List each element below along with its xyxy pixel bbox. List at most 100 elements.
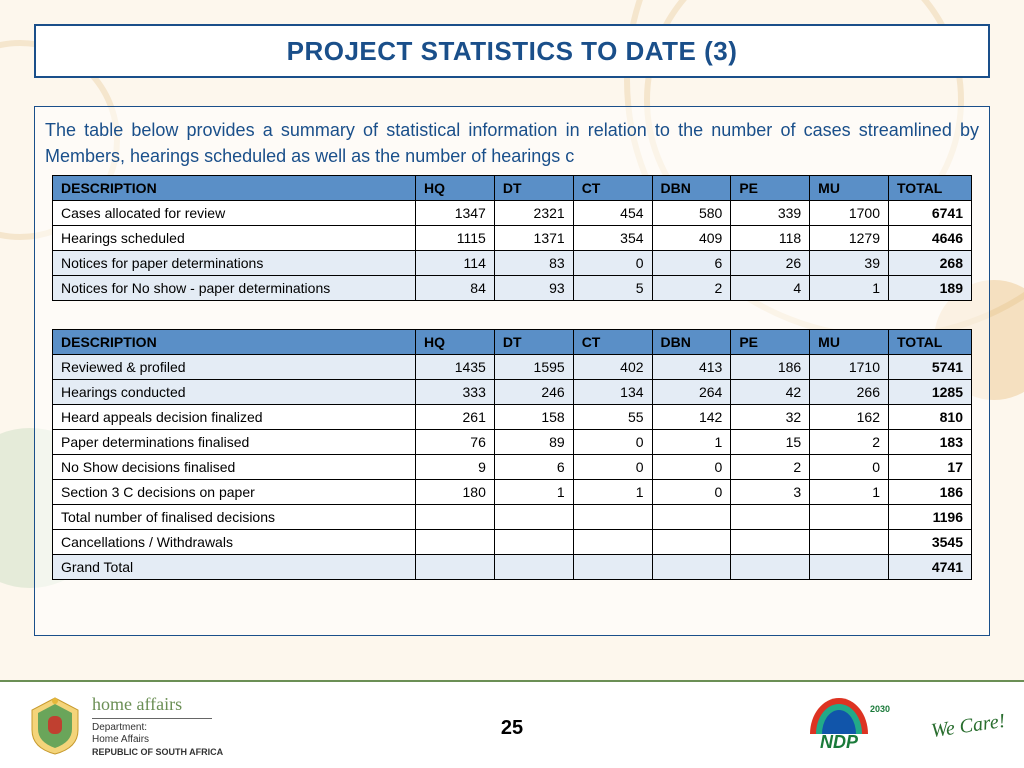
table-row: Total number of finalised decisions 1196 (53, 505, 972, 530)
row-description: Total number of finalised decisions (53, 505, 416, 530)
row-total: 268 (889, 251, 972, 276)
cell-value: 9 (416, 455, 495, 480)
cell-value: 6 (494, 455, 573, 480)
dept-logo-block: home affairs Department: Home Affairs RE… (28, 693, 223, 758)
column-header: DBN (652, 330, 731, 355)
column-header: CT (573, 330, 652, 355)
cell-value: 186 (731, 355, 810, 380)
cell-value: 1 (573, 480, 652, 505)
row-total: 4646 (889, 226, 972, 251)
cell-value (494, 505, 573, 530)
cell-value: 580 (652, 201, 731, 226)
table-header-row: DESCRIPTIONHQDTCTDBNPEMUTOTAL (53, 176, 972, 201)
column-header: PE (731, 176, 810, 201)
row-total: 3545 (889, 530, 972, 555)
table-row: Heard appeals decision finalized26115855… (53, 405, 972, 430)
cell-value: 246 (494, 380, 573, 405)
row-description: Notices for No show - paper determinatio… (53, 276, 416, 301)
cell-value: 32 (731, 405, 810, 430)
cell-value: 1347 (416, 201, 495, 226)
cell-value: 55 (573, 405, 652, 430)
cell-value: 454 (573, 201, 652, 226)
cell-value (652, 505, 731, 530)
cell-value: 0 (573, 455, 652, 480)
cell-value (573, 530, 652, 555)
column-header: PE (731, 330, 810, 355)
cell-value: 339 (731, 201, 810, 226)
cell-value: 158 (494, 405, 573, 430)
cell-value: 1710 (810, 355, 889, 380)
row-description: Reviewed & profiled (53, 355, 416, 380)
column-header: MU (810, 176, 889, 201)
row-total: 17 (889, 455, 972, 480)
table-row: Paper determinations finalised7689011521… (53, 430, 972, 455)
cell-value: 0 (573, 251, 652, 276)
cell-value (731, 530, 810, 555)
cell-value (494, 555, 573, 580)
dept-line1: Department: (92, 722, 223, 735)
cell-value: 413 (652, 355, 731, 380)
cell-value: 84 (416, 276, 495, 301)
row-total: 189 (889, 276, 972, 301)
column-header: TOTAL (889, 330, 972, 355)
column-header: DESCRIPTION (53, 176, 416, 201)
row-description: No Show decisions finalised (53, 455, 416, 480)
intro-paragraph: The table below provides a summary of st… (35, 117, 989, 175)
cell-value: 261 (416, 405, 495, 430)
row-total: 6741 (889, 201, 972, 226)
cell-value (810, 530, 889, 555)
cell-value: 0 (573, 430, 652, 455)
cell-value: 180 (416, 480, 495, 505)
cell-value: 1371 (494, 226, 573, 251)
column-header: DT (494, 330, 573, 355)
row-description: Hearings conducted (53, 380, 416, 405)
row-total: 1196 (889, 505, 972, 530)
cell-value: 409 (652, 226, 731, 251)
cell-value (810, 555, 889, 580)
cell-value: 266 (810, 380, 889, 405)
cell-value: 0 (652, 455, 731, 480)
row-total: 183 (889, 430, 972, 455)
cell-value: 0 (810, 455, 889, 480)
cell-value (416, 505, 495, 530)
cell-value (494, 530, 573, 555)
cell-value: 39 (810, 251, 889, 276)
cell-value: 1700 (810, 201, 889, 226)
slide: PROJECT STATISTICS TO DATE (3) The table… (0, 0, 1024, 768)
column-header: DESCRIPTION (53, 330, 416, 355)
cell-value: 1279 (810, 226, 889, 251)
cell-value: 2 (810, 430, 889, 455)
cell-value: 402 (573, 355, 652, 380)
row-description: Paper determinations finalised (53, 430, 416, 455)
stats-table-1: DESCRIPTIONHQDTCTDBNPEMUTOTAL Cases allo… (52, 175, 972, 301)
cell-value: 5 (573, 276, 652, 301)
table-row: Notices for No show - paper determinatio… (53, 276, 972, 301)
cell-value: 1 (810, 480, 889, 505)
cell-value: 83 (494, 251, 573, 276)
cell-value: 15 (731, 430, 810, 455)
cell-value: 354 (573, 226, 652, 251)
cell-value: 93 (494, 276, 573, 301)
dept-name: home affairs (92, 693, 223, 716)
row-description: Cancellations / Withdrawals (53, 530, 416, 555)
table-row: No Show decisions finalised96002017 (53, 455, 972, 480)
cell-value: 333 (416, 380, 495, 405)
column-header: DT (494, 176, 573, 201)
cell-value: 2321 (494, 201, 573, 226)
row-description: Heard appeals decision finalized (53, 405, 416, 430)
cell-value (573, 555, 652, 580)
title-box: PROJECT STATISTICS TO DATE (3) (34, 24, 990, 78)
cell-value: 1595 (494, 355, 573, 380)
cell-value (573, 505, 652, 530)
ndp-arc-icon (810, 698, 868, 734)
dept-line2: Home Affairs (92, 734, 223, 747)
column-header: HQ (416, 176, 495, 201)
row-description: Hearings scheduled (53, 226, 416, 251)
table-row: Grand Total4741 (53, 555, 972, 580)
column-header: CT (573, 176, 652, 201)
cell-value: 1115 (416, 226, 495, 251)
table-row: Hearings scheduled1115137135440911812794… (53, 226, 972, 251)
cell-value: 1 (494, 480, 573, 505)
cell-value: 134 (573, 380, 652, 405)
ndp-logo: 2030 NDP (804, 698, 874, 756)
